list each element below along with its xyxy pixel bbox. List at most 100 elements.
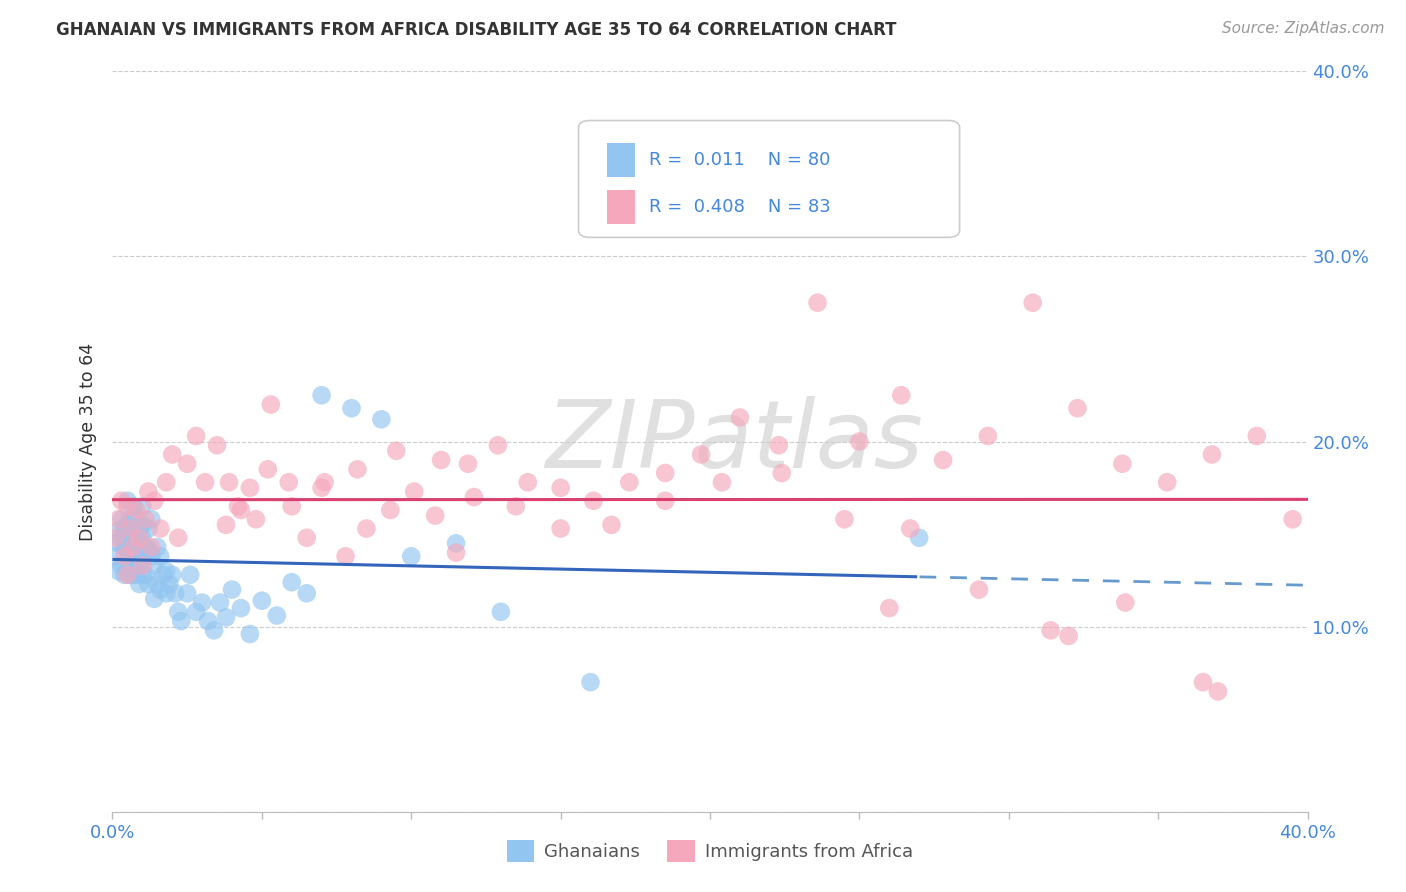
Text: ZIPatlas: ZIPatlas	[546, 396, 922, 487]
Point	[197, 614, 219, 628]
Point	[250, 593, 273, 607]
Point	[120, 522, 142, 536]
Point	[186, 605, 208, 619]
Point	[120, 531, 142, 545]
Point	[463, 490, 485, 504]
Point	[807, 295, 830, 310]
Point	[370, 412, 392, 426]
Point	[239, 481, 262, 495]
Point	[898, 522, 921, 536]
Point	[579, 675, 602, 690]
Point	[967, 582, 990, 597]
Point	[401, 549, 423, 564]
Point	[155, 564, 177, 578]
Point	[404, 484, 426, 499]
Point	[194, 475, 217, 490]
Point	[1201, 448, 1223, 462]
Point	[107, 512, 129, 526]
Point	[430, 453, 453, 467]
Point	[1039, 624, 1062, 638]
Point	[848, 434, 870, 449]
Point	[122, 540, 145, 554]
Point	[138, 577, 160, 591]
Point	[131, 567, 153, 582]
Text: R =  0.011    N = 80: R = 0.011 N = 80	[650, 152, 831, 169]
Point	[125, 549, 148, 564]
Point	[281, 500, 304, 514]
Point	[425, 508, 447, 523]
Point	[104, 531, 127, 545]
Point	[209, 596, 232, 610]
Point	[277, 475, 299, 490]
Point	[1156, 475, 1178, 490]
Point	[117, 558, 139, 573]
Point	[600, 517, 623, 532]
Point	[110, 558, 132, 573]
Point	[1057, 629, 1080, 643]
Point	[122, 500, 145, 514]
Point	[143, 558, 166, 573]
Point	[879, 601, 901, 615]
Point	[295, 531, 318, 545]
Point	[191, 596, 214, 610]
Point	[131, 549, 153, 564]
Point	[149, 582, 172, 597]
Point	[619, 475, 641, 490]
Point	[125, 503, 148, 517]
Point	[107, 536, 129, 550]
Point	[149, 522, 172, 536]
Point	[186, 429, 208, 443]
Point	[165, 586, 187, 600]
Point	[728, 410, 751, 425]
Point	[215, 610, 238, 624]
Point	[162, 567, 183, 582]
Point	[155, 586, 177, 600]
Point	[146, 540, 169, 554]
Point	[229, 503, 252, 517]
Point	[125, 567, 148, 582]
Point	[314, 475, 336, 490]
Point	[122, 567, 145, 582]
Point	[226, 500, 249, 514]
Point	[143, 493, 166, 508]
Point	[550, 481, 572, 495]
Point	[131, 531, 153, 545]
Point	[1111, 457, 1133, 471]
Point	[1281, 512, 1303, 526]
Point	[257, 462, 280, 476]
Point	[110, 512, 132, 526]
Point	[690, 448, 713, 462]
Point	[385, 443, 408, 458]
Point	[128, 540, 150, 554]
Point	[444, 545, 467, 560]
Y-axis label: Disability Age 35 to 64: Disability Age 35 to 64	[79, 343, 97, 541]
Point	[141, 512, 163, 526]
Point	[221, 582, 243, 597]
Point	[128, 558, 150, 573]
Point	[1192, 675, 1215, 690]
Legend: Ghanaians, Immigrants from Africa: Ghanaians, Immigrants from Africa	[499, 833, 921, 870]
Point	[340, 401, 363, 416]
Point	[134, 540, 156, 554]
Point	[218, 475, 240, 490]
Point	[311, 388, 333, 402]
Point	[138, 484, 160, 499]
Point	[908, 531, 931, 545]
Point	[1066, 401, 1088, 416]
Point	[167, 531, 190, 545]
Point	[128, 577, 150, 591]
Point	[107, 524, 129, 538]
Point	[711, 475, 734, 490]
Point	[134, 512, 156, 526]
Point	[114, 549, 135, 564]
Point	[146, 577, 169, 591]
Point	[932, 453, 955, 467]
Point	[141, 540, 163, 554]
Point	[107, 564, 129, 578]
Point	[131, 558, 153, 573]
Point	[550, 522, 572, 536]
Point	[141, 549, 163, 564]
Point	[202, 624, 225, 638]
Point	[654, 493, 676, 508]
Point	[134, 567, 156, 582]
